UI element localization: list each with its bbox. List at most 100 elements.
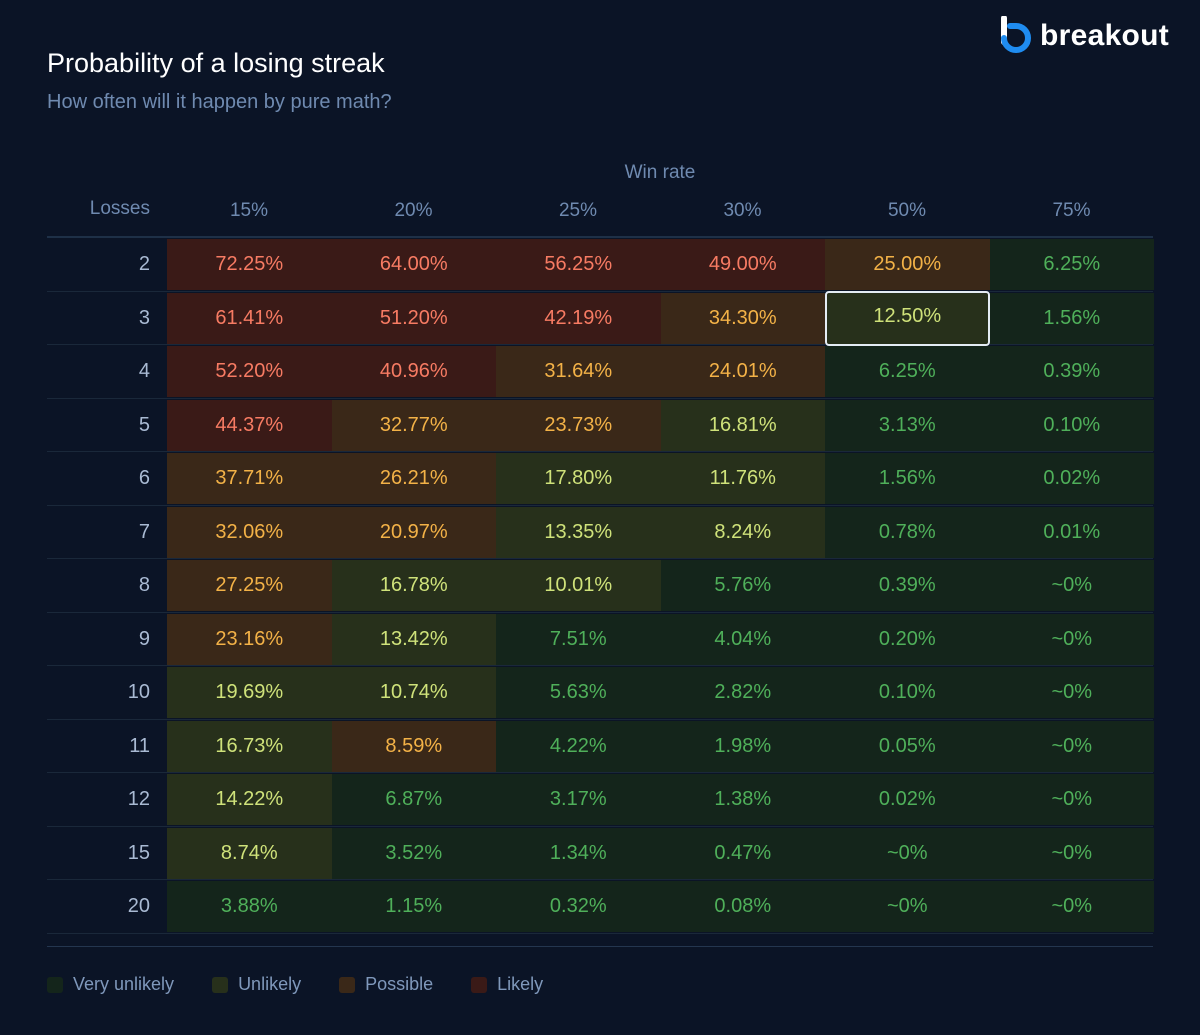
table-row: 7 32.06% 20.97% 13.35% 8.24% 0.78% 0.01% [47, 506, 1154, 559]
probability-cell: 42.19% [496, 292, 661, 344]
probability-cell: 32.06% [167, 506, 332, 558]
probability-cell: 13.42% [331, 613, 496, 665]
column-header: 75% [1052, 200, 1091, 221]
probability-cell: 16.81% [660, 399, 825, 451]
probability-cell: 0.10% [989, 399, 1154, 451]
row-label-losses: 2 [138, 253, 150, 275]
probability-cell: 1.98% [660, 720, 825, 772]
probability-cell: 13.35% [496, 506, 661, 558]
probability-cell: 3.88% [167, 881, 332, 932]
column-header: 30% [723, 200, 762, 221]
probability-cell: 0.02% [989, 453, 1154, 504]
probability-cell: 0.32% [496, 881, 661, 932]
probability-cell: 3.52% [331, 827, 496, 879]
probability-cell: 1.56% [989, 292, 1154, 344]
probability-cell: 37.71% [167, 453, 332, 504]
probability-cell: 11.76% [660, 453, 825, 504]
table-row: 11 16.73% 8.59% 4.22% 1.98% 0.05% ~0% [47, 720, 1154, 773]
probability-cell: 0.01% [989, 506, 1154, 558]
probability-cell: 1.38% [660, 774, 825, 825]
probability-cell: 32.77% [331, 399, 496, 451]
probability-cell: ~0% [989, 560, 1154, 611]
legend-item: Unlikely [212, 974, 301, 995]
probability-cell: 6.25% [989, 239, 1154, 290]
row-label-losses: 15 [127, 841, 150, 864]
table-row: 8 27.25% 16.78% 10.01% 5.76% 0.39% ~0% [47, 559, 1154, 613]
brand-name: breakout [1040, 19, 1170, 52]
probability-cell: 17.80% [496, 453, 661, 504]
probability-cell: 34.30% [660, 292, 825, 344]
probability-cell: 6.25% [825, 346, 990, 397]
probability-cell: 4.22% [496, 720, 661, 772]
table-row: 4 52.20% 40.96% 31.64% 24.01% 6.25% 0.39% [47, 345, 1154, 399]
row-label-losses: 7 [138, 520, 150, 543]
probability-cell: ~0% [825, 881, 990, 932]
table-row: 12 14.22% 6.87% 3.17% 1.38% 0.02% ~0% [47, 773, 1154, 827]
legend-label: Unlikely [238, 974, 302, 994]
row-label-losses: 8 [138, 574, 150, 596]
legend-item: Likely [471, 974, 543, 995]
probability-cell: ~0% [989, 774, 1154, 825]
probability-cell: 1.15% [331, 881, 496, 932]
probability-cell: 16.78% [331, 560, 496, 611]
row-label-losses: 11 [129, 734, 150, 757]
legend-swatch [212, 976, 229, 993]
probability-cell: 25.00% [825, 239, 990, 290]
table-row: 20 3.88% 1.15% 0.32% 0.08% ~0% ~0% [47, 880, 1154, 934]
probability-cell: ~0% [989, 720, 1154, 772]
probability-cell: 26.21% [331, 453, 496, 504]
brand-logo: breakout [1000, 14, 1169, 58]
probability-cell: 56.25% [496, 239, 661, 290]
probability-cell: 0.78% [825, 506, 990, 558]
probability-cell: 0.20% [825, 613, 990, 665]
probability-cell: ~0% [989, 827, 1154, 879]
table-row: 6 37.71% 26.21% 17.80% 11.76% 1.56% 0.02% [47, 452, 1154, 506]
legend-swatch [471, 976, 488, 993]
legend-swatch [339, 976, 356, 993]
probability-cell: 4.04% [660, 613, 825, 665]
probability-cell: 16.73% [167, 720, 332, 772]
probability-cell: 0.08% [660, 881, 825, 932]
table-row: 15 8.74% 3.52% 1.34% 0.47% ~0% ~0% [47, 827, 1154, 880]
probability-cell: 8.24% [660, 506, 825, 558]
column-header: 50% [887, 200, 927, 221]
probability-cell: 0.02% [825, 774, 990, 825]
legend-label: Possible [365, 974, 434, 994]
probability-cell: 2.82% [660, 667, 825, 718]
probability-cell: 0.39% [825, 560, 990, 611]
legend-item: Very unlikely [47, 974, 174, 995]
probability-cell: 0.47% [660, 827, 825, 879]
probability-cell: 7.51% [496, 613, 661, 665]
legend-divider [47, 946, 1153, 947]
row-label-losses: 5 [138, 413, 150, 436]
probability-cell: 1.34% [496, 827, 661, 879]
row-header-label: Losses [89, 198, 150, 219]
probability-cell: 23.73% [496, 399, 661, 451]
row-label-losses: 4 [138, 360, 150, 382]
column-group-label: Win rate [624, 162, 696, 183]
table-row: 2 72.25% 64.00% 56.25% 49.00% 25.00% 6.25% [47, 238, 1154, 292]
legend-item: Possible [339, 974, 433, 995]
chart-subtitle: How often will it happen by pure math? [47, 91, 392, 113]
probability-cell: 44.37% [167, 399, 332, 451]
probability-cell: 40.96% [331, 346, 496, 397]
probability-cell: 61.41% [167, 292, 332, 344]
legend-swatch [47, 976, 63, 993]
column-header: 25% [558, 200, 598, 221]
probability-cell: 10.01% [496, 560, 661, 611]
row-label-losses: 3 [138, 306, 150, 329]
probability-cell: 49.00% [660, 239, 825, 290]
probability-cell: 12.50% [825, 290, 990, 346]
probability-cell: 72.25% [167, 239, 332, 290]
probability-cell: 10.74% [331, 667, 496, 718]
table-row: 9 23.16% 13.42% 7.51% 4.04% 0.20% ~0% [47, 613, 1154, 666]
column-header: 20% [394, 200, 433, 221]
probability-cell: ~0% [989, 881, 1154, 932]
probability-cell: 19.69% [167, 667, 332, 718]
probability-cell: ~0% [989, 613, 1154, 665]
probability-cell: 31.64% [496, 346, 661, 397]
table-row: 3 61.41% 51.20% 42.19% 34.30% 12.50% 1.56% [47, 290, 1154, 346]
probability-cell: 1.56% [825, 453, 990, 504]
probability-cell: 0.39% [989, 346, 1154, 397]
probability-cell: ~0% [989, 667, 1154, 718]
